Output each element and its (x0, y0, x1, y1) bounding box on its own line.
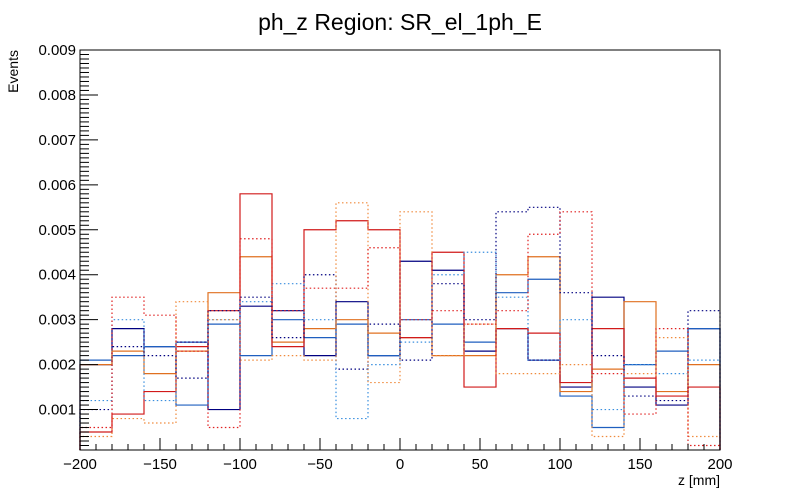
x-tick-label: −100 (223, 456, 257, 473)
y-tick-label: 0.003 (38, 312, 76, 329)
y-tick-label: 0.002 (38, 357, 76, 374)
y-tick-label: 0.001 (38, 402, 76, 419)
series-line-6 (79, 202, 721, 450)
y-tick-label: 0.008 (38, 87, 76, 104)
series-4 (79, 206, 721, 450)
series-7 (79, 211, 721, 450)
x-tick-label: 50 (472, 456, 489, 473)
series-line-4 (79, 206, 721, 450)
x-tick-label: −150 (143, 456, 177, 473)
series-line-7 (79, 211, 721, 450)
x-tick-label: 200 (707, 456, 732, 473)
x-tick-label: 100 (547, 456, 572, 473)
x-tick-label: −200 (63, 456, 97, 473)
chart-title: ph_z Region: SR_el_1ph_E (258, 9, 542, 35)
y-tick-label: 0.007 (38, 132, 76, 149)
axis-layer: −200 −150 −100 −50 0 50 100 150 200 0.001 0.002 0.0… (38, 42, 732, 473)
x-axis-label: z [mm] (678, 472, 720, 488)
series-layer (79, 193, 721, 450)
x-tick-label: 0 (396, 456, 404, 473)
x-tick-label: −50 (307, 456, 332, 473)
y-tick-label: 0.005 (38, 222, 76, 239)
y-axis-label: Events (5, 50, 21, 93)
x-tick-label: 150 (627, 456, 652, 473)
y-tick-label: 0.004 (38, 267, 76, 284)
y-tick-label: 0.009 (38, 42, 76, 59)
y-tick-label: 0.006 (38, 177, 76, 194)
series-6 (79, 202, 721, 450)
series-5 (79, 251, 721, 450)
series-line-5 (79, 251, 721, 450)
